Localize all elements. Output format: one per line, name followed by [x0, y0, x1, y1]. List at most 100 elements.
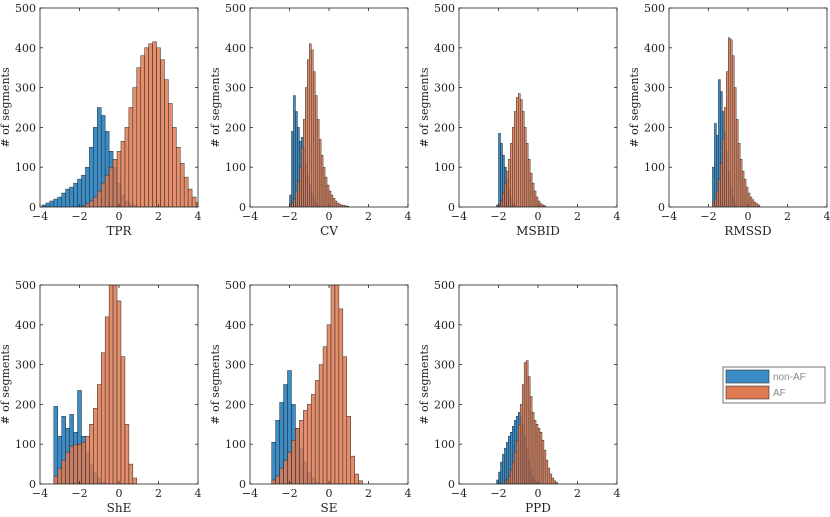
x-tick-label: 2: [365, 210, 372, 223]
histogram-rmssd: −4 −2 0 2 4 0 100 200 300 400 500 RMSSD # of segment…: [628, 2, 830, 238]
histogram-she: −4 −2 0 2 4 0 100 200 300 400 500 ShE # of segments: [0, 279, 202, 515]
x-tick-label: −2: [71, 210, 87, 223]
bar-non-af-tpr: [85, 166, 90, 207]
legend-swatch-af: [725, 385, 770, 400]
x-tick-label: 0: [116, 487, 123, 500]
bar-non-af-rmssd: [714, 123, 717, 207]
bar-af-she: [57, 467, 62, 484]
y-tick-label: 500: [644, 2, 665, 15]
bar-af-cv: [324, 176, 328, 207]
bar-af-she: [124, 424, 130, 484]
bar-af-tpr: [140, 55, 145, 207]
histogram-msbid: −4 −2 0 2 4 0 100 200 300 400 500 MSBID # of segment…: [418, 2, 621, 238]
bar-af-she: [73, 443, 78, 484]
x-axis-label-she: ShE: [107, 501, 132, 515]
bar-af-cv: [326, 184, 330, 207]
plot-area-tpr: [41, 41, 198, 207]
bar-af-cv: [318, 139, 322, 207]
x-axis-label-msbid: MSBID: [516, 224, 560, 238]
bar-af-msbid: [533, 190, 537, 207]
bar-af-rmssd: [716, 190, 719, 207]
bar-af-cv: [301, 147, 304, 207]
bar-af-se: [303, 410, 308, 484]
y-axis-label-se: # of segments: [209, 344, 222, 425]
bar-non-af-tpr: [77, 178, 82, 207]
bar-af-se: [283, 459, 288, 484]
bar-af-se: [338, 308, 344, 484]
y-tick-label: 500: [15, 279, 36, 292]
bar-af-tpr: [124, 127, 130, 207]
bar-af-rmssd: [724, 107, 727, 207]
x-tick-label: −2: [281, 210, 297, 223]
bar-af-tpr: [156, 47, 161, 207]
bar-af-ppd: [553, 480, 557, 484]
bar-af-se: [346, 416, 351, 484]
bar-af-msbid: [521, 111, 525, 207]
bar-non-af-tpr: [65, 188, 70, 207]
bar-af-ppd: [529, 396, 533, 484]
x-tick-label: 0: [116, 210, 123, 223]
bar-af-se: [271, 479, 276, 484]
x-tick-label: 0: [326, 210, 333, 223]
bar-af-ppd: [535, 424, 539, 484]
y-axis-label-rmssd: # of segments: [628, 67, 641, 148]
y-tick-label: 400: [15, 319, 36, 332]
bar-af-she: [116, 300, 122, 484]
y-axis-label-she: # of segments: [0, 344, 12, 425]
y-tick-label: 200: [434, 398, 455, 411]
bar-non-af-ppd: [502, 453, 505, 484]
x-tick-label: 2: [155, 210, 162, 223]
bar-af-rmssd: [728, 37, 731, 207]
bar-af-cv: [312, 71, 316, 207]
x-tick-label: 2: [574, 487, 581, 500]
bar-af-cv: [310, 49, 314, 207]
x-tick-label: 4: [195, 487, 202, 500]
y-tick-label: 0: [448, 201, 455, 214]
y-tick-label: 200: [15, 121, 36, 134]
bar-af-she: [53, 475, 59, 484]
y-tick-label: 300: [225, 82, 246, 95]
bar-af-ppd: [541, 439, 545, 484]
bar-af-se: [295, 428, 300, 484]
bar-af-tpr: [112, 158, 118, 207]
bar-af-she: [100, 352, 106, 484]
bar-af-rmssd: [726, 71, 729, 207]
x-tick-label: 4: [195, 210, 202, 223]
y-tick-label: 0: [448, 478, 455, 491]
bar-non-af-tpr: [73, 182, 78, 207]
bar-af-tpr: [104, 174, 110, 207]
x-tick-label: 4: [824, 210, 830, 223]
bar-af-se: [314, 380, 320, 484]
bar-af-msbid: [523, 127, 527, 207]
bar-non-af-cv: [291, 131, 294, 207]
x-tick-label: 0: [535, 487, 542, 500]
axes-box-msbid: [458, 7, 618, 208]
bar-af-she: [112, 285, 118, 484]
bar-af-tpr: [136, 67, 141, 207]
bar-af-cv: [309, 43, 312, 207]
bar-af-rmssd: [741, 170, 745, 207]
bar-af-ppd: [527, 376, 531, 484]
bar-af-ppd: [518, 424, 521, 484]
bar-af-tpr: [148, 43, 153, 207]
y-tick-label: 500: [225, 279, 246, 292]
bar-af-se: [322, 346, 328, 484]
bar-af-cv: [291, 202, 294, 207]
bar-af-ppd: [555, 482, 559, 484]
bar-af-se: [310, 394, 316, 484]
bar-af-tpr: [195, 201, 198, 207]
bar-af-tpr: [108, 166, 114, 207]
y-axis-label-msbid: # of segments: [418, 67, 431, 148]
bar-af-cv: [320, 155, 324, 207]
bar-af-rmssd: [749, 196, 753, 207]
bar-af-she: [108, 285, 114, 484]
bar-af-tpr: [152, 41, 157, 207]
x-tick-label: 4: [405, 210, 412, 223]
bar-af-she: [77, 443, 82, 484]
x-tick-label: 4: [614, 487, 621, 500]
bar-af-msbid: [518, 93, 521, 207]
bar-af-cv: [338, 203, 342, 207]
bar-af-tpr: [144, 47, 149, 207]
x-tick-label: 2: [365, 487, 372, 500]
bar-af-se: [334, 285, 340, 484]
